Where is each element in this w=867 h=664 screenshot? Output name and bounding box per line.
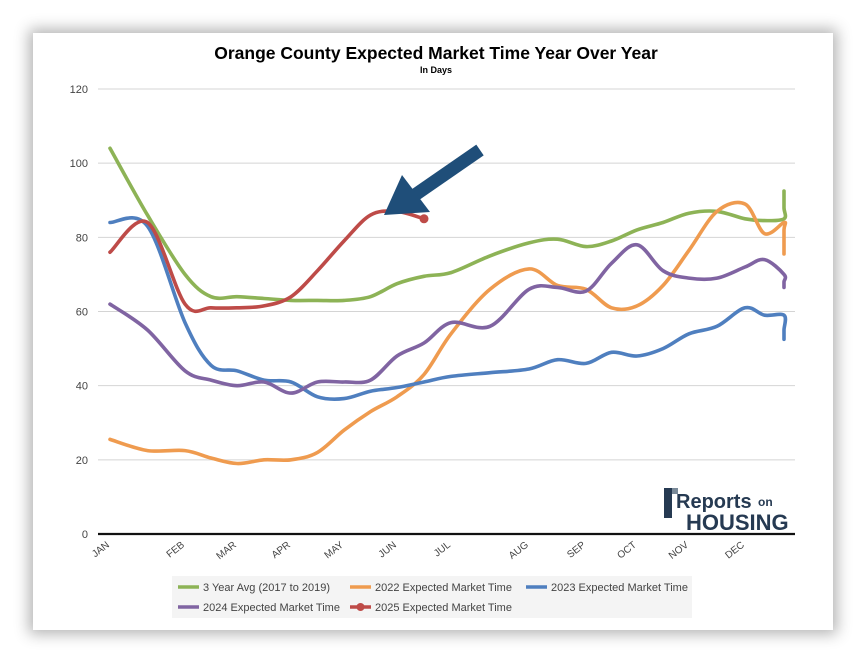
series-lines [108, 146, 788, 466]
x-tick-label: JAN [90, 540, 112, 560]
y-tick-label: 20 [76, 455, 88, 467]
y-tick-label: 120 [70, 84, 88, 96]
series-endpoint-marker [419, 214, 429, 224]
reports-on-housing-logo: Reports on HOUSING [664, 488, 789, 535]
series-line-2025-expected-market-time [108, 209, 426, 314]
logo-text-reports: Reports [676, 491, 752, 513]
x-tick-label: JUL [432, 539, 453, 559]
legend-swatch-marker [356, 603, 365, 611]
y-tick-label: 60 [76, 307, 88, 319]
series-line-2022-expected-market-time [108, 200, 788, 466]
y-tick-label: 0 [82, 529, 88, 541]
legend-label: 2024 Expected Market Time [203, 602, 340, 614]
x-tick-label: DEC [723, 540, 746, 562]
legend-label: 2022 Expected Market Time [375, 582, 512, 594]
legend-background [172, 576, 692, 618]
y-tick-label: 40 [76, 381, 88, 393]
logo-text-on: on [758, 495, 773, 509]
series-line-3-year-avg-2017-to-2019 [108, 146, 788, 303]
x-tick-label: NOV [667, 539, 691, 561]
chart-subtitle: In Days [420, 65, 452, 75]
legend-label: 3 Year Avg (2017 to 2019) [203, 582, 330, 594]
x-tick-label: JUN [377, 540, 399, 561]
logo-mark-accent-icon [672, 488, 678, 494]
x-axis-ticks: JAN FEB MAR APR MAY JUN JUL AUG SEP OCT NOV DEC [90, 539, 747, 562]
legend: 3 Year Avg (2017 to 2019) 2022 Expected M… [172, 576, 692, 618]
logo-mark-icon [664, 488, 672, 518]
x-tick-label: AUG [507, 540, 531, 562]
x-tick-label: APR [270, 540, 293, 561]
legend-label: 2023 Expected Market Time [551, 582, 688, 594]
x-tick-label: OCT [615, 540, 638, 562]
chart-title: Orange County Expected Market Time Year … [214, 43, 658, 63]
y-tick-label: 100 [70, 158, 88, 170]
y-axis-ticks: 0 20 40 60 80 100 120 [70, 84, 88, 541]
arrow-annotation-icon [384, 144, 484, 215]
y-tick-label: 80 [76, 232, 88, 244]
series-line-2024-expected-market-time [108, 242, 788, 395]
x-tick-label: MAY [323, 539, 347, 561]
series-line-2023-expected-market-time [108, 216, 788, 402]
x-tick-label: MAR [215, 540, 239, 562]
logo-text-housing: HOUSING [686, 510, 789, 535]
x-tick-label: FEB [165, 539, 187, 560]
x-tick-label: SEP [565, 539, 588, 560]
legend-label: 2025 Expected Market Time [375, 602, 512, 614]
